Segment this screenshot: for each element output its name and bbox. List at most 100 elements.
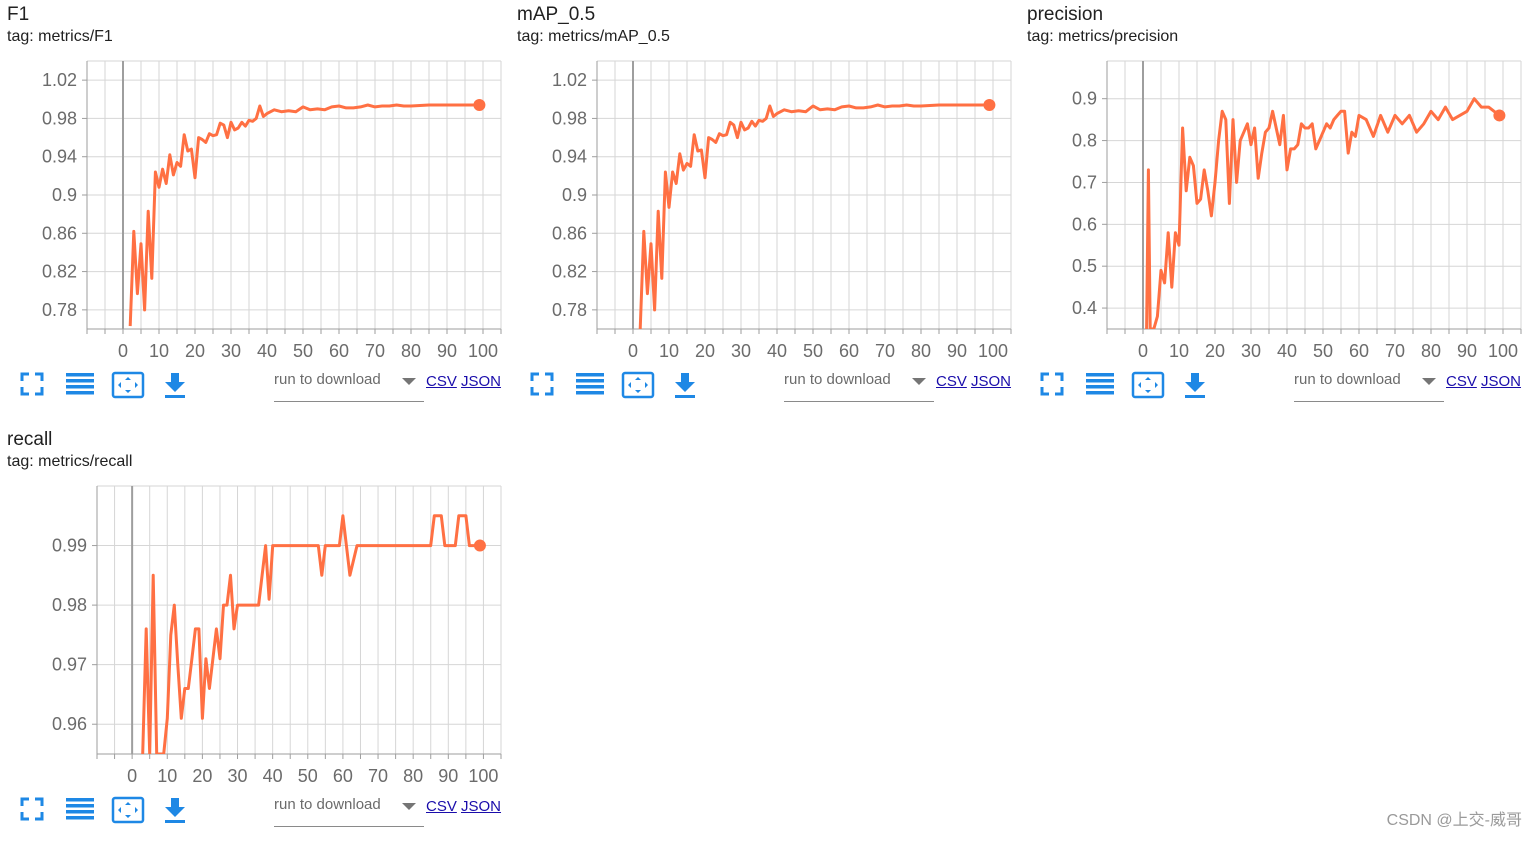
x-tick-label: 50 — [298, 766, 318, 786]
y-tick-label: 0.4 — [1072, 298, 1097, 318]
y-tick-label: 0.78 — [552, 300, 587, 320]
x-tick-label: 0 — [127, 766, 137, 786]
download-icon[interactable] — [1182, 371, 1208, 398]
json-download-link[interactable]: JSON — [461, 798, 502, 815]
x-tick-label: 60 — [839, 341, 859, 361]
x-tick-label: 30 — [731, 341, 751, 361]
chart-toolbar: run to download CSV JSON — [7, 361, 512, 411]
chevron-down-icon — [912, 378, 926, 385]
y-tick-label: 0.5 — [1072, 256, 1097, 276]
y-tick-label: 0.97 — [52, 655, 87, 675]
run-select-label: run to download — [274, 796, 381, 813]
run-select-label: run to download — [274, 371, 381, 388]
chart-card: mAP_0.5 tag: metrics/mAP_0.5 0 10 20 30 40 50 60… — [517, 3, 1027, 423]
csv-download-link[interactable]: CSV — [426, 373, 457, 390]
x-tick-label: 40 — [767, 341, 787, 361]
list-icon[interactable] — [575, 371, 604, 397]
y-tick-label: 0.9 — [1072, 89, 1097, 109]
fit-domain-icon[interactable] — [1131, 371, 1165, 399]
y-tick-label: 0.9 — [562, 185, 587, 205]
x-tick-label: 60 — [1349, 341, 1369, 361]
x-tick-label: 40 — [1277, 341, 1297, 361]
download-icon[interactable] — [672, 371, 698, 398]
x-tick-label: 50 — [293, 341, 313, 361]
chart-plot[interactable]: 0 10 20 30 40 50 60 70 80 90 100 0.78 0.82 0.86 0.9 0.9… — [7, 3, 517, 363]
x-tick-label: 30 — [1241, 341, 1261, 361]
chart-toolbar: run to download CSV JSON — [517, 361, 1022, 411]
list-icon[interactable] — [65, 796, 94, 822]
fullscreen-icon[interactable] — [1039, 371, 1065, 397]
chart-card: recall tag: metrics/recall 0 10 20 30 40 50 60 70… — [7, 428, 517, 848]
fit-domain-icon[interactable] — [621, 371, 655, 399]
x-tick-label: 90 — [437, 341, 457, 361]
chart-tag: tag: metrics/recall — [7, 453, 133, 470]
chart-toolbar: run to download CSV JSON — [7, 786, 512, 836]
list-icon[interactable] — [1085, 371, 1114, 397]
x-tick-label: 80 — [403, 766, 423, 786]
csv-download-link[interactable]: CSV — [426, 798, 457, 815]
x-tick-label: 0 — [1138, 341, 1148, 361]
chart-plot[interactable]: 0 10 20 30 40 50 60 70 80 90 100 0.96 0.97 0.98 0.99 — [7, 428, 517, 788]
y-tick-label: 0.6 — [1072, 214, 1097, 234]
watermark: CSDN @上交-威哥 — [1386, 812, 1522, 829]
list-icon[interactable] — [65, 371, 94, 397]
x-tick-label: 10 — [149, 341, 169, 361]
json-download-link[interactable]: JSON — [971, 373, 1012, 390]
csv-download-link[interactable]: CSV — [1446, 373, 1477, 390]
fullscreen-icon[interactable] — [529, 371, 555, 397]
x-tick-label: 70 — [875, 341, 895, 361]
chart-card: precision tag: metrics/precision 0 10 20 30 40… — [1027, 3, 1536, 423]
y-tick-label: 0.9 — [52, 185, 77, 205]
chevron-down-icon — [402, 378, 416, 385]
series-end-point — [473, 99, 486, 112]
run-download-select[interactable]: run to download — [274, 367, 424, 402]
chart-title: mAP_0.5 — [517, 4, 596, 25]
series-line — [141, 514, 480, 754]
series-line — [638, 103, 990, 329]
chart-plot[interactable]: 0 10 20 30 40 50 60 70 80 90 100 0.4 0.5 0.6 0.7 0.8 0.9 — [1027, 3, 1536, 363]
x-tick-label: 50 — [803, 341, 823, 361]
x-tick-label: 10 — [157, 766, 177, 786]
chevron-down-icon — [402, 803, 416, 810]
download-icon[interactable] — [162, 371, 188, 398]
run-download-select[interactable]: run to download — [1294, 367, 1444, 402]
x-tick-label: 60 — [329, 341, 349, 361]
x-tick-label: 70 — [365, 341, 385, 361]
y-tick-label: 1.02 — [552, 70, 587, 90]
x-tick-label: 60 — [333, 766, 353, 786]
json-download-link[interactable]: JSON — [461, 373, 502, 390]
chart-plot[interactable]: 0 10 20 30 40 50 60 70 80 90 100 0.78 0.82 0.86 0.9 0.9… — [517, 3, 1027, 363]
series-line — [1145, 97, 1501, 329]
x-tick-label: 90 — [947, 341, 967, 361]
run-select-label: run to download — [1294, 371, 1401, 388]
x-tick-label: 20 — [185, 341, 205, 361]
run-download-select[interactable]: run to download — [274, 792, 424, 827]
x-tick-label: 90 — [1457, 341, 1477, 361]
x-tick-label: 30 — [228, 766, 248, 786]
download-icon[interactable] — [162, 796, 188, 823]
csv-download-link[interactable]: CSV — [936, 373, 967, 390]
x-tick-label: 40 — [263, 766, 283, 786]
json-download-link[interactable]: JSON — [1481, 373, 1522, 390]
chart-card: F1 tag: metrics/F1 0 10 20 30 40 50 60 70 80 90 100 0… — [7, 3, 517, 423]
run-download-select[interactable]: run to download — [784, 367, 934, 402]
fit-domain-icon[interactable] — [111, 796, 145, 824]
x-tick-label: 90 — [438, 766, 458, 786]
x-tick-label: 50 — [1313, 341, 1333, 361]
y-tick-label: 0.98 — [552, 108, 587, 128]
x-tick-label: 100 — [978, 341, 1008, 361]
x-tick-label: 70 — [368, 766, 388, 786]
fit-domain-icon[interactable] — [111, 371, 145, 399]
series-end-point — [473, 539, 486, 552]
fullscreen-icon[interactable] — [19, 371, 45, 397]
chart-tag: tag: metrics/F1 — [7, 28, 113, 45]
x-tick-label: 0 — [628, 341, 638, 361]
run-select-label: run to download — [784, 371, 891, 388]
fullscreen-icon[interactable] — [19, 796, 45, 822]
chart-tag: tag: metrics/precision — [1027, 28, 1179, 45]
y-tick-label: 0.96 — [52, 714, 87, 734]
series-end-point — [1493, 109, 1506, 122]
x-tick-label: 80 — [1421, 341, 1441, 361]
x-tick-label: 20 — [695, 341, 715, 361]
y-tick-label: 0.82 — [552, 262, 587, 282]
